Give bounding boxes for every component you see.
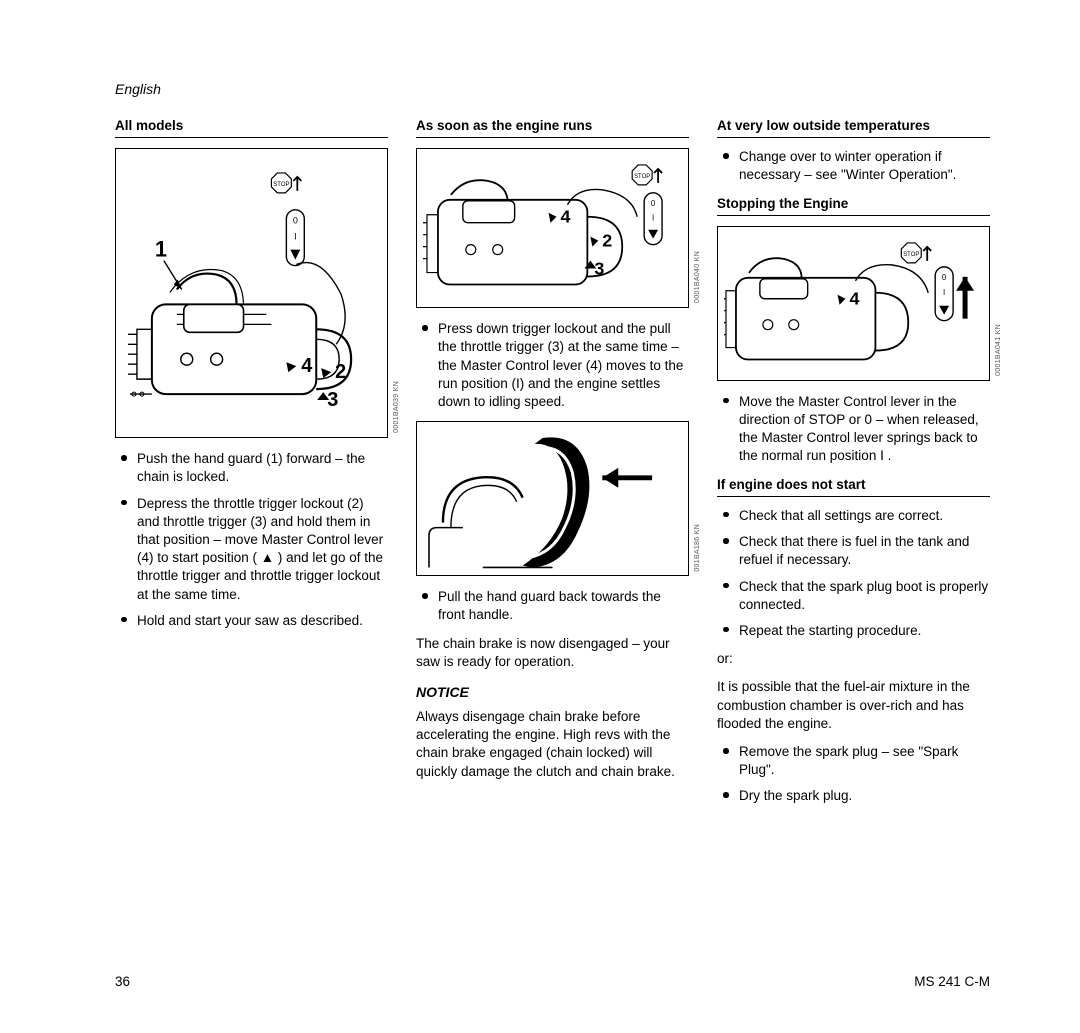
col2-bullets-2: Pull the hand guard back towards the fro… xyxy=(416,588,689,624)
figure-code: 001BA186 KN xyxy=(693,524,702,572)
svg-text:STOP: STOP xyxy=(273,182,289,188)
svg-text:0: 0 xyxy=(942,273,947,282)
col3-sec3-title: If engine does not start xyxy=(717,476,990,497)
svg-text:STOP: STOP xyxy=(634,174,650,180)
svg-text:I: I xyxy=(943,288,945,297)
hand-guard-diagram-icon xyxy=(423,428,682,575)
svg-text:4: 4 xyxy=(301,355,312,377)
column-2: As soon as the engine runs STOP 0 I xyxy=(416,117,689,816)
figure-code: 0001BA040 KN xyxy=(693,251,702,303)
svg-text:0: 0 xyxy=(293,216,298,226)
figure-engine-runs: STOP 0 I 4 xyxy=(416,148,689,308)
notice-text: Always disengage chain brake before acce… xyxy=(416,708,689,781)
svg-text:I: I xyxy=(652,214,654,223)
svg-text:STOP: STOP xyxy=(903,252,919,258)
col3-sec1-bullets: Change over to winter operation if neces… xyxy=(717,148,990,184)
svg-text:0: 0 xyxy=(651,199,656,208)
list-item: Check that there is fuel in the tank and… xyxy=(717,533,990,569)
column-3: At very low outside temperatures Change … xyxy=(717,117,990,816)
col3-sec3-bullets: Check that all settings are correct. Che… xyxy=(717,507,990,640)
list-item: Repeat the starting procedure. xyxy=(717,622,990,640)
chainsaw-diagram-3-icon: STOP 0 I xyxy=(724,233,983,377)
or-label: or: xyxy=(717,650,990,668)
chainsaw-diagram-2-icon: STOP 0 I 4 xyxy=(423,155,682,304)
col2-title: As soon as the engine runs xyxy=(416,117,689,138)
figure-all-models: STOP 0 I 1 xyxy=(115,148,388,438)
figure-hand-guard: 001BA186 KN xyxy=(416,421,689,576)
list-item: Push the hand guard (1) forward – the ch… xyxy=(115,450,388,486)
notice-heading: NOTICE xyxy=(416,683,689,702)
figure-code: 0001BA041 KN xyxy=(994,324,1003,376)
list-item: Remove the spark plug – see "Spark Plug"… xyxy=(717,743,990,779)
list-item: Move the Master Control lever in the dir… xyxy=(717,393,990,466)
col3-sec2-title: Stopping the Engine xyxy=(717,195,990,216)
col1-bullets: Push the hand guard (1) forward – the ch… xyxy=(115,450,388,630)
col2-para-disengaged: The chain brake is now disengaged – your… xyxy=(416,635,689,671)
list-item: Change over to winter operation if neces… xyxy=(717,148,990,184)
list-item: Check that all settings are correct. xyxy=(717,507,990,525)
list-item: Check that the spark plug boot is proper… xyxy=(717,578,990,614)
model-number: MS 241 C-M xyxy=(914,973,990,991)
page-number: 36 xyxy=(115,973,130,991)
chainsaw-diagram-1-icon: STOP 0 I 1 xyxy=(122,155,381,434)
list-item: Pull the hand guard back towards the fro… xyxy=(416,588,689,624)
col3-sec3b-bullets: Remove the spark plug – see "Spark Plug"… xyxy=(717,743,990,806)
three-column-layout: All models STOP 0 I 1 xyxy=(115,117,990,816)
svg-text:2: 2 xyxy=(602,231,612,251)
col1-title: All models xyxy=(115,117,388,138)
list-item: Dry the spark plug. xyxy=(717,787,990,805)
column-1: All models STOP 0 I 1 xyxy=(115,117,388,816)
list-item: Press down trigger lockout and the pull … xyxy=(416,320,689,411)
figure-stopping-engine: STOP 0 I xyxy=(717,226,990,381)
col3-sec2-bullets: Move the Master Control lever in the dir… xyxy=(717,393,990,466)
svg-text:4: 4 xyxy=(560,207,570,227)
svg-text:2: 2 xyxy=(335,361,346,383)
col3-sec1-title: At very low outside temperatures xyxy=(717,117,990,138)
list-item: Depress the throttle trigger lockout (2)… xyxy=(115,495,388,604)
svg-text:4: 4 xyxy=(850,288,860,308)
figure-code: 0001BA039 KN xyxy=(392,381,401,433)
col3-para-flooded: It is possible that the fuel-air mixture… xyxy=(717,678,990,733)
list-item: Hold and start your saw as described. xyxy=(115,612,388,630)
svg-text:I: I xyxy=(294,232,297,242)
col2-bullets-1: Press down trigger lockout and the pull … xyxy=(416,320,689,411)
page-footer: 36 MS 241 C-M xyxy=(115,973,990,991)
language-header: English xyxy=(115,80,990,99)
svg-text:1: 1 xyxy=(155,237,167,262)
